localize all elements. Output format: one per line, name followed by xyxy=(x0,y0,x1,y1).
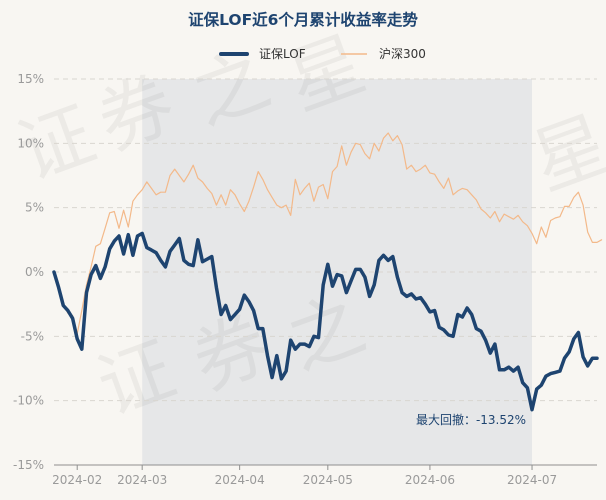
legend-label-index: 沪深300 xyxy=(379,47,426,61)
y-tick-label: 15% xyxy=(17,72,44,86)
series-line-fund xyxy=(52,231,599,412)
y-tick-label: 10% xyxy=(17,136,44,150)
legend-label-fund: 证保LOF xyxy=(259,47,306,61)
series-lines xyxy=(52,132,603,412)
x-tick-label: 2024-06 xyxy=(405,473,455,487)
x-tick-label: 2024-03 xyxy=(117,473,167,487)
watermark-glyph: 星 xyxy=(522,101,606,207)
max-drawdown-label: 最大回撤：-13.52% xyxy=(416,412,526,427)
series-line-index xyxy=(53,132,603,335)
y-tick-label: 5% xyxy=(25,201,44,215)
y-tick-label: 0% xyxy=(25,265,44,279)
chart-title: 证保LOF近6个月累计收益率走势 xyxy=(188,10,418,29)
x-tick-label: 2024-04 xyxy=(215,473,265,487)
y-axis: 15% 10% 5% 0% -5% -10% -15% xyxy=(13,72,44,472)
y-tick-label: -5% xyxy=(21,329,44,343)
legend: 证保LOF 沪深300 xyxy=(219,47,426,61)
x-tick-label: 2024-07 xyxy=(507,473,557,487)
x-tick-label: 2024-05 xyxy=(303,473,353,487)
y-tick-label: -15% xyxy=(13,458,44,472)
x-tick-label: 2024-02 xyxy=(52,473,102,487)
x-axis: 2024-02 2024-03 2024-04 2024-05 2024-06 2024-… xyxy=(52,464,597,487)
y-tick-label: -10% xyxy=(13,394,44,408)
